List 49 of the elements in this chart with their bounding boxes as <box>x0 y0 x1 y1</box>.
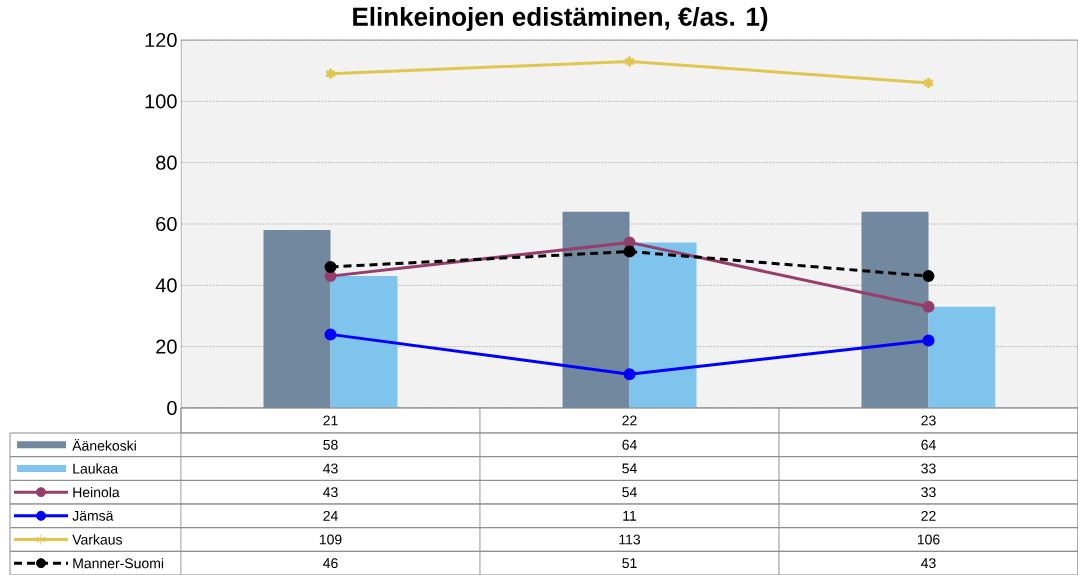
data-label: 33 <box>921 487 936 498</box>
y-tick-label: 80 <box>156 155 177 170</box>
point <box>623 245 636 258</box>
bar <box>330 276 398 408</box>
bar <box>629 242 697 408</box>
data-label: 54 <box>622 463 637 474</box>
y-tick-label: 40 <box>155 278 177 293</box>
bar <box>861 211 929 408</box>
bar <box>263 230 331 408</box>
chart-title: Elinkeinojen edistäminen, €/as. 1) <box>353 6 768 32</box>
data-label: 43 <box>323 463 338 474</box>
data-label: 64 <box>622 439 637 450</box>
data-label: 58 <box>323 439 338 450</box>
point <box>324 328 337 341</box>
y-tick-label: 0 <box>167 400 177 416</box>
data-label: 54 <box>622 487 637 498</box>
data-label: 22 <box>921 510 936 521</box>
data-label: 46 <box>323 558 338 569</box>
data-label: 24 <box>323 510 338 521</box>
data-label: 51 <box>622 558 637 569</box>
x-tick-label: 22 <box>622 415 637 426</box>
data-label: 64 <box>921 439 936 450</box>
legend-label: Laukaa <box>73 463 119 474</box>
y-tick-label: 60 <box>156 216 177 232</box>
legend-label: Jämsä <box>72 510 114 521</box>
point <box>623 54 636 68</box>
point <box>922 334 935 347</box>
legend-label: Manner-Suomi <box>73 558 164 569</box>
legend-label: Varkaus <box>72 534 123 545</box>
bar <box>562 211 630 408</box>
data-label: 43 <box>921 558 936 569</box>
legend-label: Heinola <box>73 487 120 498</box>
point <box>922 270 935 283</box>
y-tick-label: 20 <box>156 339 177 354</box>
data-label: 43 <box>323 487 338 498</box>
y-tick-label: 120 <box>145 32 177 48</box>
x-tick-label: 21 <box>323 415 338 426</box>
data-label: 109 <box>319 534 342 545</box>
point <box>922 300 935 313</box>
point <box>623 368 636 381</box>
legend-label: Äänekoski <box>72 438 136 451</box>
data-label: 106 <box>917 534 940 545</box>
data-label: 113 <box>619 534 641 545</box>
bar <box>928 306 996 408</box>
point <box>324 260 337 273</box>
data-label: 11 <box>623 511 637 521</box>
data-label: 33 <box>921 463 936 474</box>
y-tick-label: 100 <box>145 94 177 109</box>
x-tick-label: 23 <box>921 415 936 426</box>
